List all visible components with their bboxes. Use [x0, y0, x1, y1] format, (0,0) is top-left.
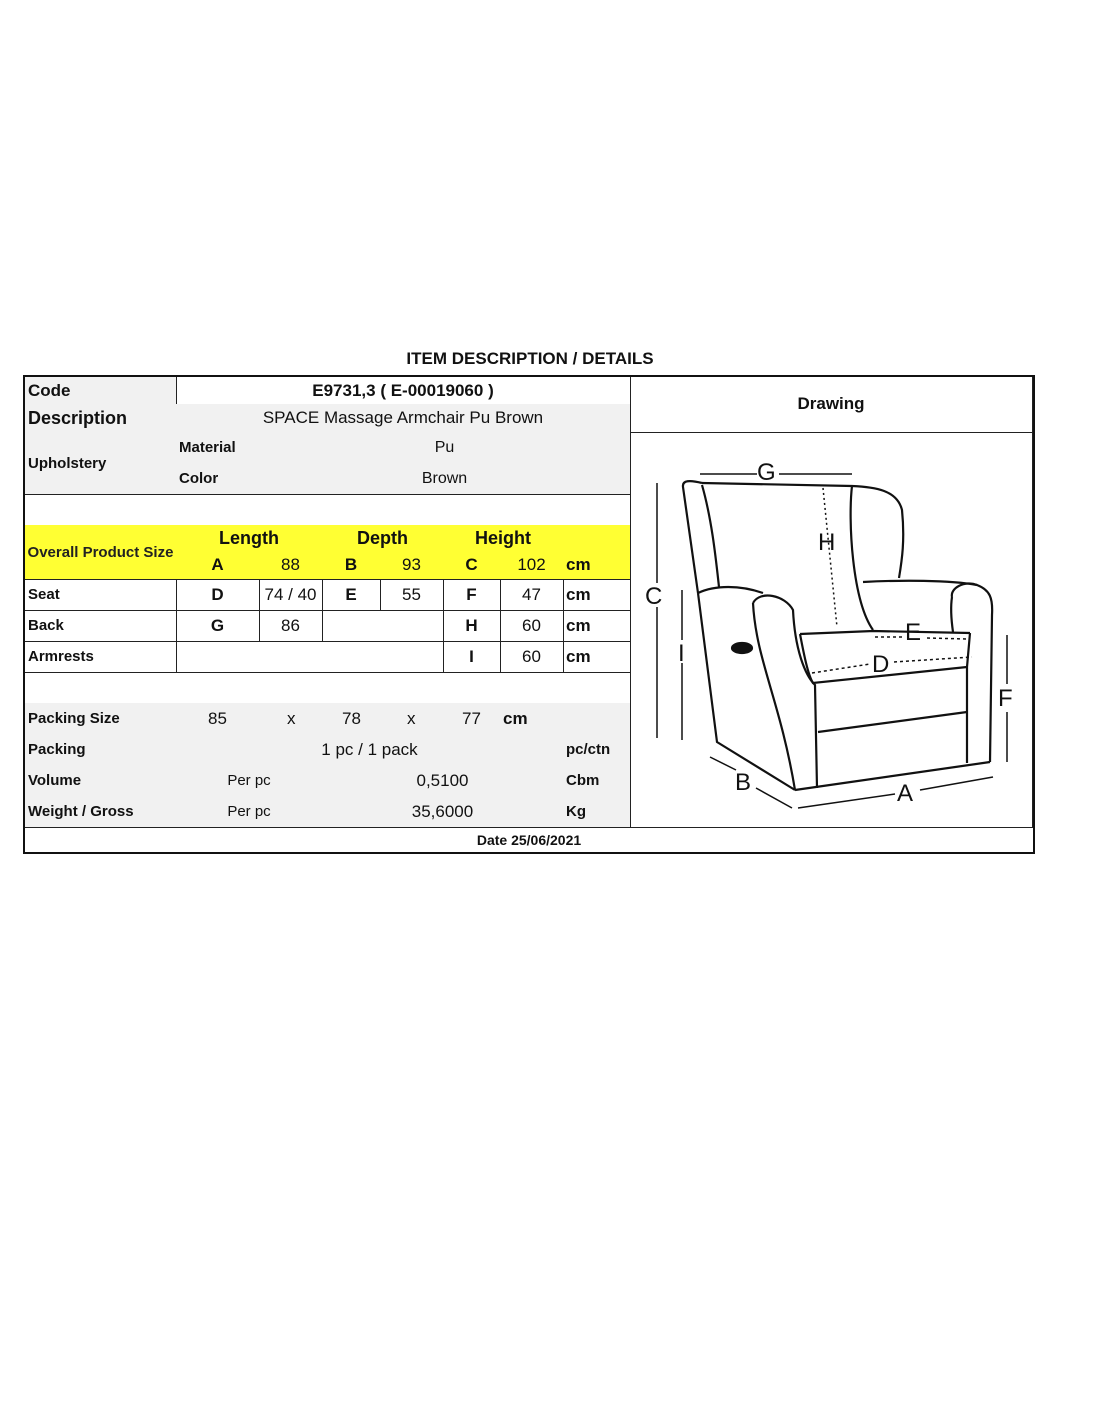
drawing-area	[630, 432, 1033, 828]
back-label: Back	[25, 610, 177, 642]
dim-c-value: 102	[500, 551, 564, 580]
drawing-letter-h: H	[818, 529, 835, 556]
times-sign: x	[407, 708, 416, 728]
color-label: Color	[176, 463, 260, 495]
packing-length: 85	[208, 708, 227, 728]
dim-a-letter: A	[176, 551, 260, 580]
times-sign: x	[287, 708, 296, 728]
drawing-letter-c: C	[645, 583, 662, 610]
document-title: ITEM DESCRIPTION / DETAILS	[406, 349, 654, 368]
weight-unit: Kg	[563, 796, 631, 828]
drawing-letter-i: I	[678, 640, 685, 667]
drawing-label: Drawing	[630, 377, 1033, 433]
depth-header: Depth	[322, 525, 444, 552]
weight-value: 35,6000	[322, 796, 564, 828]
packing-value: 1 pc / 1 pack	[176, 734, 564, 766]
drawing-letter-b: B	[735, 769, 751, 796]
dim-g-value: 86	[259, 610, 323, 642]
drawing-letter-d: D	[872, 651, 889, 678]
empty-cell	[322, 610, 444, 642]
description-value: SPACE Massage Armchair Pu Brown	[176, 404, 631, 433]
volume-label: Volume	[25, 765, 177, 797]
dim-i-letter: I	[443, 641, 501, 673]
dimension-lines	[656, 473, 1008, 809]
dim-f-letter: F	[443, 579, 501, 611]
packing-height: 77	[462, 708, 481, 728]
weight-label: Weight / Gross	[25, 796, 177, 828]
packing-unit: cm	[503, 708, 528, 728]
packing-width: 78	[342, 708, 361, 728]
drawing-letter-e: E	[905, 619, 921, 646]
seat-label: Seat	[25, 579, 177, 611]
dim-unit: cm	[563, 551, 631, 580]
dim-e-value: 55	[380, 579, 444, 611]
drawing-letter-g: G	[757, 459, 776, 486]
upholstery-label: Upholstery	[25, 432, 177, 495]
dim-d-letter: D	[176, 579, 260, 611]
armchair-outline	[681, 480, 994, 792]
dim-d-value: 74 / 40	[259, 579, 323, 611]
dim-f-value: 47	[500, 579, 564, 611]
code-label: Code	[25, 377, 177, 405]
volume-per: Per pc	[176, 765, 323, 797]
dim-h-letter: H	[443, 610, 501, 642]
spec-table-frame	[23, 375, 1035, 854]
armrests-label: Armrests	[25, 641, 177, 673]
drawing-letter-f: F	[998, 685, 1013, 712]
unit-header	[563, 525, 631, 552]
dim-g-letter: G	[176, 610, 260, 642]
massage-button-icon	[730, 641, 754, 655]
weight-per: Per pc	[176, 796, 323, 828]
packing-size-label: Packing Size	[25, 703, 177, 735]
packing-unit: pc/ctn	[563, 734, 631, 766]
dim-i-value: 60	[500, 641, 564, 673]
drawing-letter-a: A	[897, 780, 913, 807]
dim-a-value: 88	[259, 551, 323, 580]
dim-h-value: 60	[500, 610, 564, 642]
empty-cell	[176, 641, 444, 673]
color-value: Brown	[259, 463, 631, 495]
dim-b-value: 93	[380, 551, 444, 580]
overall-size-label: Overall Product Size	[25, 525, 177, 580]
armrests-unit: cm	[563, 641, 631, 673]
dim-b-letter: B	[322, 551, 381, 580]
seat-unit: cm	[563, 579, 631, 611]
back-unit: cm	[563, 610, 631, 642]
date-footer: Date 25/06/2021	[476, 831, 582, 848]
dim-e-letter: E	[322, 579, 381, 611]
